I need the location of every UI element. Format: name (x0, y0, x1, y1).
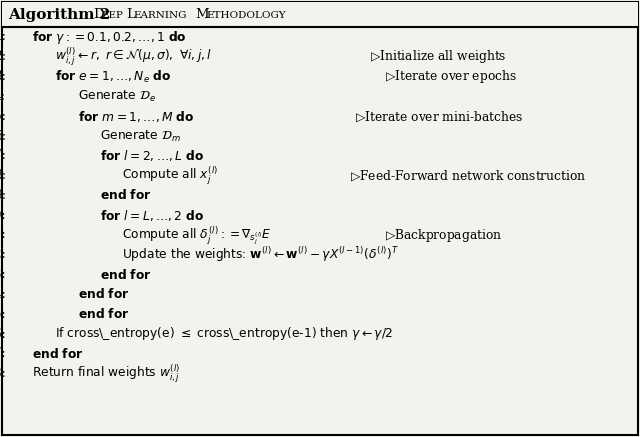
Text: 10:: 10: (0, 209, 6, 222)
Text: $w_{i,j}^{(l)} \leftarrow r,\ r \in \mathcal{N}(\mu, \sigma),\ \forall i, j, l$: $w_{i,j}^{(l)} \leftarrow r,\ r \in \mat… (55, 46, 212, 68)
Text: 5:: 5: (0, 110, 6, 123)
Text: $\triangleright$Iterate over epochs: $\triangleright$Iterate over epochs (385, 68, 516, 85)
Text: 15:: 15: (0, 308, 6, 321)
Text: Compute all $\delta_j^{(l)} := \nabla_{s_j^{(l)}} E$: Compute all $\delta_j^{(l)} := \nabla_{s… (122, 224, 271, 246)
Text: Update the weights: $\mathbf{w}^{(l)} \leftarrow \mathbf{w}^{(l)} - \gamma X^{(l: Update the weights: $\mathbf{w}^{(l)} \l… (122, 245, 399, 264)
Text: L: L (126, 8, 135, 21)
Text: 4:: 4: (0, 90, 6, 103)
Text: 3:: 3: (0, 70, 6, 83)
Text: 2:: 2: (0, 50, 6, 63)
Bar (2, 2, 638, 27)
Text: $\mathbf{end\ for}$: $\mathbf{end\ for}$ (100, 267, 152, 281)
Text: 12:: 12: (0, 248, 6, 261)
Text: $\mathbf{for}\ \gamma := 0.1, 0.2, \ldots, 1\ \mathbf{do}$: $\mathbf{for}\ \gamma := 0.1, 0.2, \ldot… (32, 28, 187, 45)
Text: 8:: 8: (0, 169, 6, 182)
Text: Algorithm 2: Algorithm 2 (8, 8, 110, 22)
Text: $\triangleright$Feed-Forward network construction: $\triangleright$Feed-Forward network con… (350, 168, 586, 183)
Text: 11:: 11: (0, 229, 6, 242)
Text: 7:: 7: (0, 149, 6, 162)
Text: Compute all $x_j^{(l)}$: Compute all $x_j^{(l)}$ (122, 165, 218, 187)
Text: 13:: 13: (0, 268, 6, 281)
Text: $\mathbf{end\ for}$: $\mathbf{end\ for}$ (78, 288, 129, 302)
Text: 14:: 14: (0, 288, 6, 301)
Text: $\mathbf{for}\ l = 2, \ldots, L\ \mathbf{do}$: $\mathbf{for}\ l = 2, \ldots, L\ \mathbf… (100, 148, 204, 163)
Text: $\mathbf{end\ for}$: $\mathbf{end\ for}$ (32, 347, 84, 361)
Text: $\triangleright$Initialize all weights: $\triangleright$Initialize all weights (370, 49, 507, 65)
Text: $\mathbf{end\ for}$: $\mathbf{end\ for}$ (100, 188, 152, 202)
Text: M: M (195, 8, 209, 21)
Text: 16:: 16: (0, 327, 6, 340)
Text: 18:: 18: (0, 367, 6, 380)
Text: ETHODOLOGY: ETHODOLOGY (206, 10, 285, 20)
Text: EEP: EEP (101, 10, 123, 20)
Text: Generate $\mathcal{D}_e$: Generate $\mathcal{D}_e$ (78, 89, 156, 104)
Text: EARNING: EARNING (133, 10, 186, 20)
Text: If cross\_entropy(e) $\leq$ cross\_entropy(e-1) then $\gamma \leftarrow \gamma/2: If cross\_entropy(e) $\leq$ cross\_entro… (55, 326, 394, 343)
Text: 9:: 9: (0, 189, 6, 202)
Text: 6:: 6: (0, 129, 6, 142)
Text: $\mathbf{for}\ m = 1, \ldots, M\ \mathbf{do}$: $\mathbf{for}\ m = 1, \ldots, M\ \mathbf… (78, 109, 195, 124)
Text: Return final weights $w_{i,j}^{(l)}$: Return final weights $w_{i,j}^{(l)}$ (32, 363, 180, 385)
Text: $\mathbf{end\ for}$: $\mathbf{end\ for}$ (78, 307, 129, 321)
Text: $\mathbf{for}\ l = L, \ldots, 2\ \mathbf{do}$: $\mathbf{for}\ l = L, \ldots, 2\ \mathbf… (100, 208, 204, 223)
Text: D: D (93, 8, 104, 21)
Text: Generate $\mathcal{D}_m$: Generate $\mathcal{D}_m$ (100, 128, 180, 143)
Text: 1:: 1: (0, 31, 6, 44)
Text: 17:: 17: (0, 347, 6, 360)
Text: $\mathbf{for}\ e = 1, \ldots, N_e\ \mathbf{do}$: $\mathbf{for}\ e = 1, \ldots, N_e\ \math… (55, 69, 172, 85)
Text: $\triangleright$Backpropagation: $\triangleright$Backpropagation (385, 226, 502, 243)
Text: $\triangleright$Iterate over mini-batches: $\triangleright$Iterate over mini-batche… (355, 109, 523, 124)
